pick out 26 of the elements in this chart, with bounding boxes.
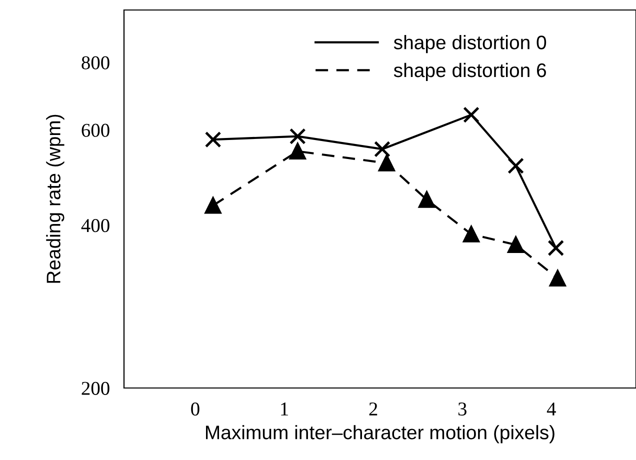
point [204,131,222,148]
y-tick-label: 600 [82,124,110,137]
y-tick-label: 200 [82,382,110,395]
point [289,143,306,160]
point [289,128,306,145]
x-tick-label: 2 [369,402,378,416]
x-axis-title: Maximum inter–character motion (pixels) [206,425,554,444]
point [508,236,524,253]
legend-label: shape distortion 0 [394,35,546,54]
y-axis-title: Reading rate (wpm) [46,114,64,283]
x-tick-label: 3 [458,402,466,416]
point [463,226,480,242]
x-tick-label: 0 [191,402,200,416]
point [549,270,566,287]
point [374,140,390,158]
legend-label: shape distortion 6 [394,62,546,82]
point [418,191,435,208]
x-tick-label: 1 [281,402,288,416]
point [548,240,564,256]
point [508,158,524,174]
y-tick-label: 800 [82,56,110,70]
x-tick-label: 4 [546,402,556,416]
point [463,106,480,124]
point [204,197,222,214]
point [378,154,395,172]
y-tick-label: 400 [81,219,110,232]
